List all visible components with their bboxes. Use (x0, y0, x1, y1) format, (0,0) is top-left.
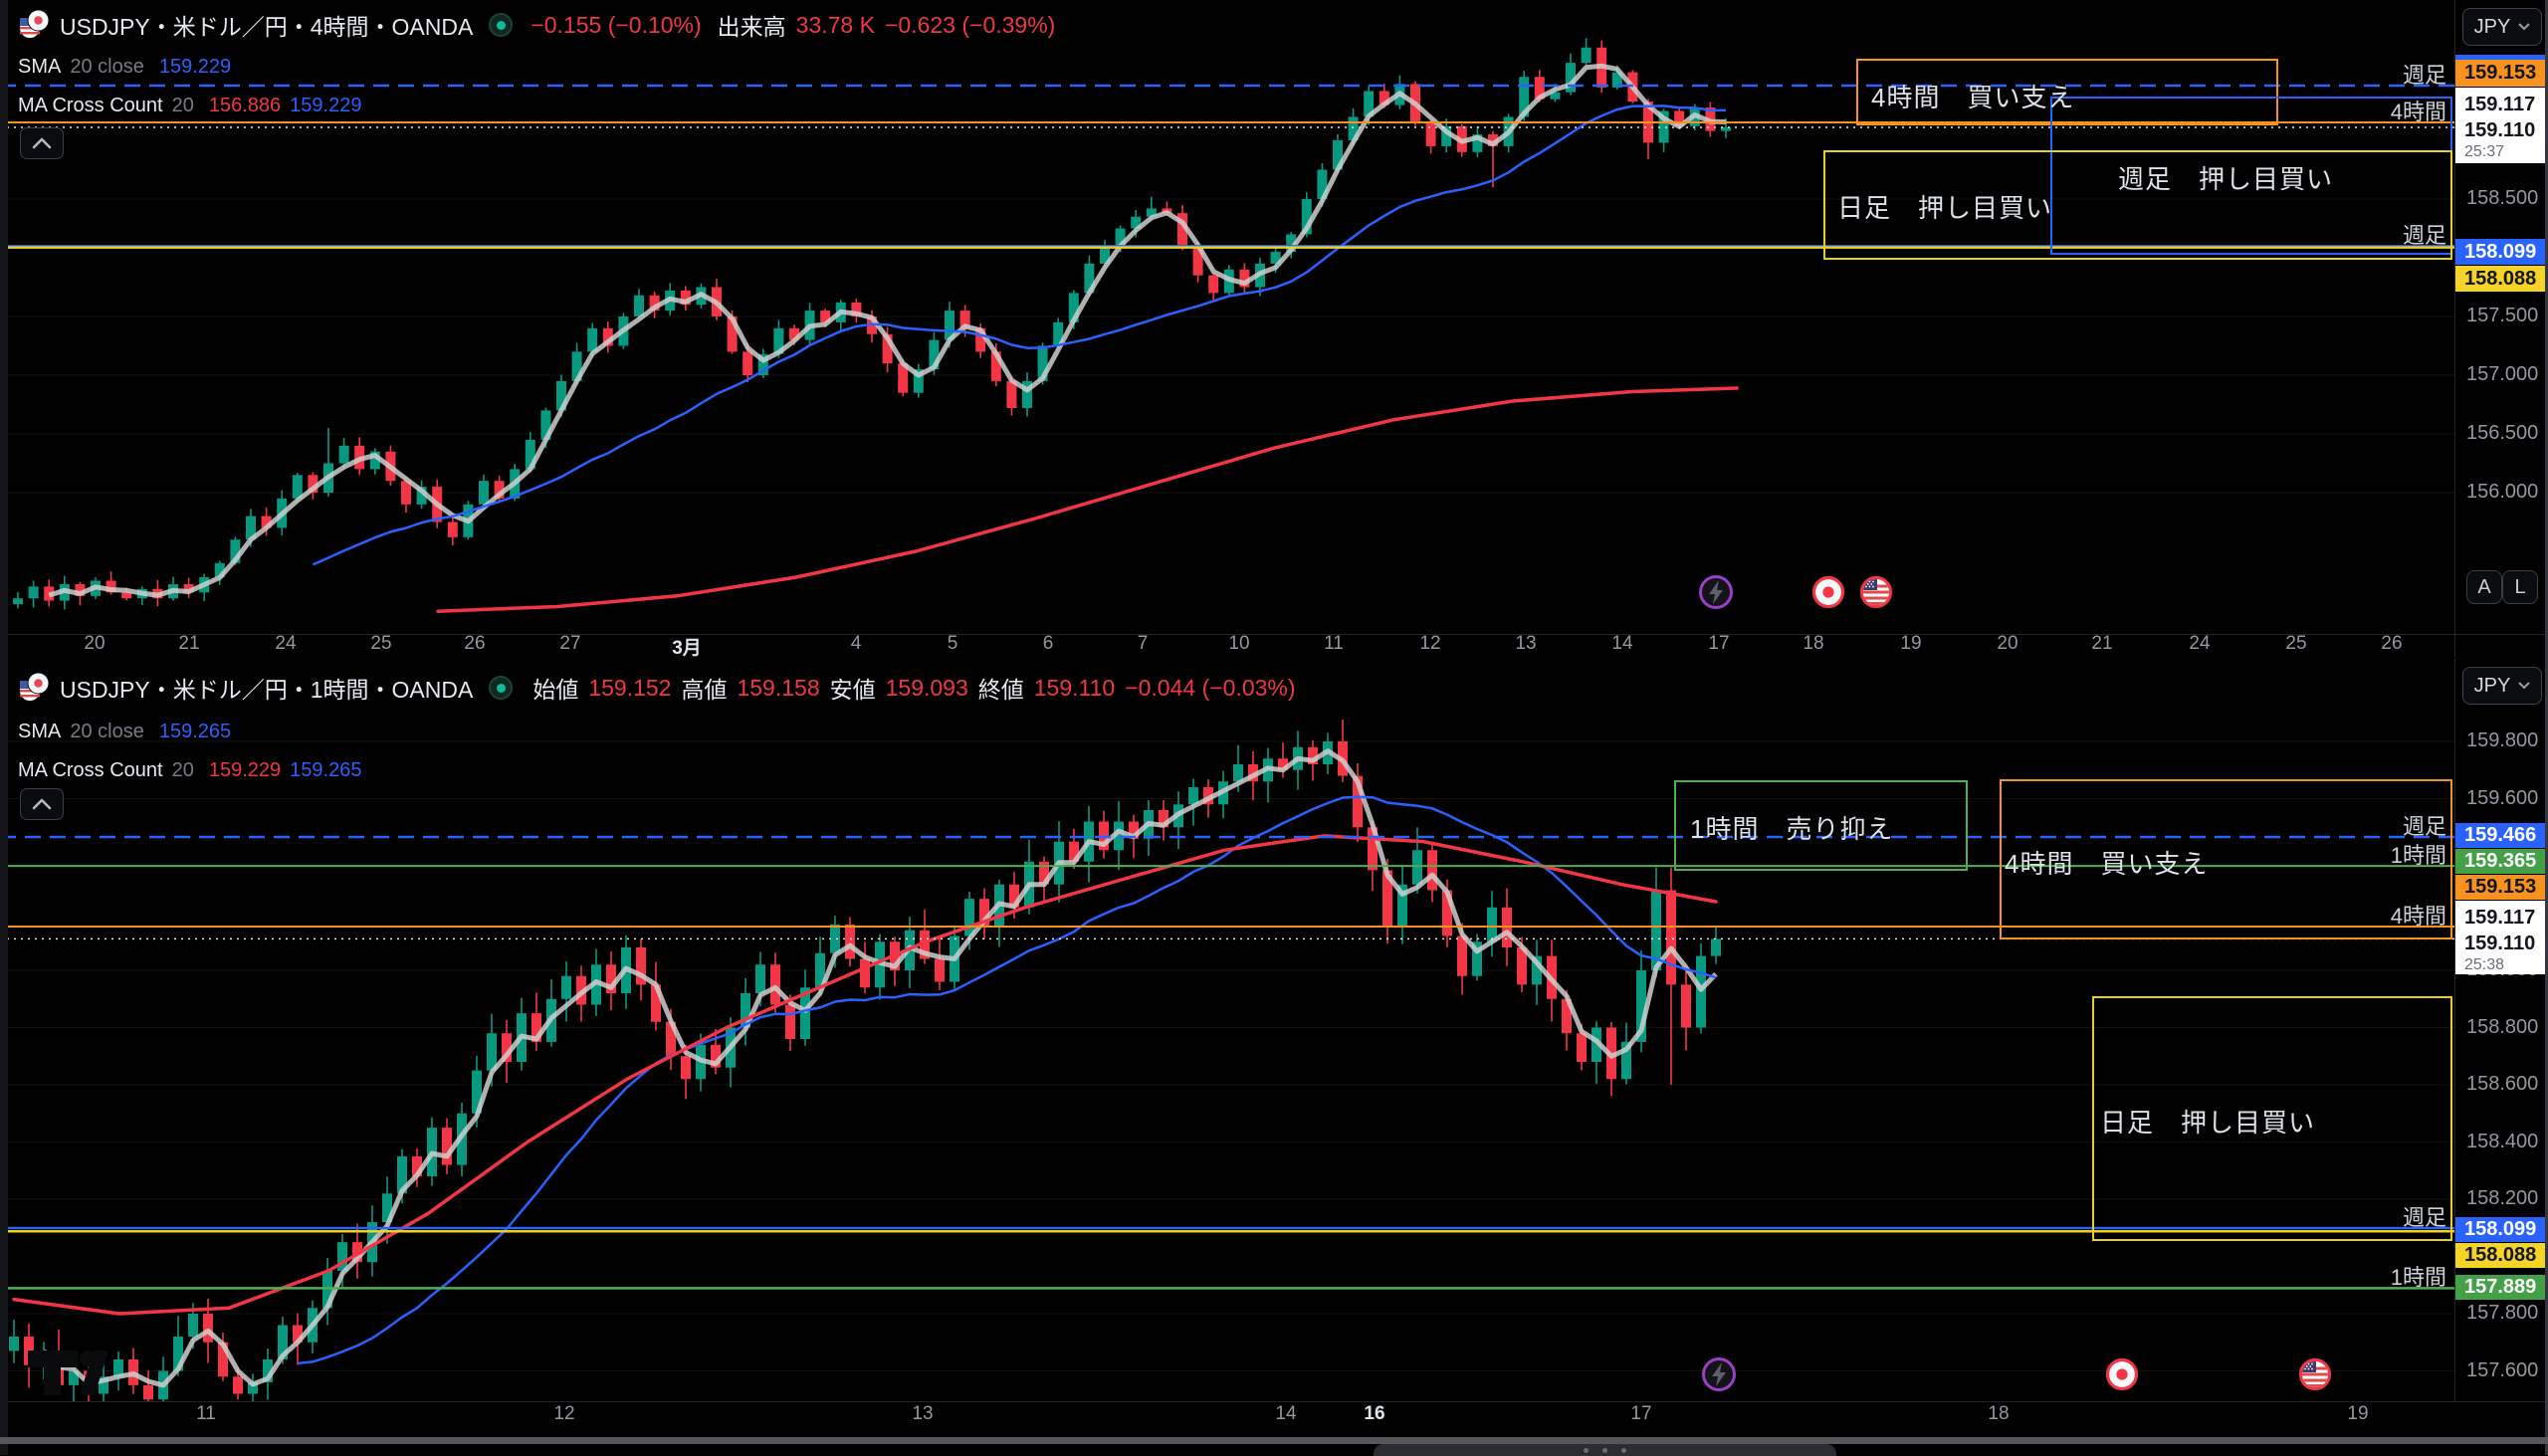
low-label: 安値 (829, 677, 876, 703)
slow-ma-red-line (12, 834, 1718, 1316)
currency-selector-button[interactable]: JPY (2462, 8, 2542, 46)
currency-label: JPY (2473, 15, 2511, 38)
symbol-title: USDJPY・米ドル／円・1時間・OANDA (60, 677, 474, 703)
slow-ma-red-line (436, 386, 1739, 613)
market-status-icon[interactable] (489, 676, 514, 700)
chevron-down-icon (2518, 682, 2531, 690)
low-value: 159.093 (885, 674, 968, 701)
sma-value: 159.265 (158, 721, 232, 742)
legend-macross-row[interactable]: MA Cross Count 20 156.886 159.229 (18, 95, 1055, 117)
open-label: 始値 (532, 677, 579, 703)
sma-value: 159.229 (158, 56, 232, 78)
symbol-title-row-4h[interactable]: USDJPY・米ドル／円・4時間・OANDA −0.155 (−0.10%) 出… (18, 8, 1055, 42)
macross-value-red: 159.229 (208, 759, 282, 781)
price-chart-4時間[interactable] (0, 0, 2454, 634)
volume-value: 33.78 K (795, 11, 875, 38)
collapse-indicators-button[interactable] (20, 788, 64, 820)
ma-cross-white-line (48, 63, 1727, 598)
price-change: −0.044 (−0.03%) (1125, 674, 1296, 701)
price-change: −0.155 (−0.10%) (531, 11, 702, 38)
macross-params: 20 (171, 95, 194, 116)
usdjpy-pair-logo-icon (18, 9, 50, 41)
volume-change: −0.623 (−0.39%) (884, 11, 1056, 38)
volume-label: 出来高 (717, 14, 786, 40)
macross-params: 20 (171, 759, 194, 781)
high-label: 高値 (681, 677, 728, 703)
high-value: 159.158 (737, 674, 820, 701)
left-edge-strip (0, 0, 8, 1455)
usdjpy-pair-logo-icon (18, 672, 50, 704)
currency-selector-button[interactable]: JPY (2462, 667, 2542, 705)
usdjpy-pair-logo-icon (19, 9, 50, 39)
close-value: 159.110 (1033, 674, 1116, 701)
macross-value-blue: 159.265 (290, 759, 362, 781)
sma20-line (297, 795, 1717, 1365)
sma-params: 20 close (70, 56, 144, 78)
legend-sma-row[interactable]: SMA 20 close 159.229 (18, 56, 1055, 79)
macross-name: MA Cross Count (18, 95, 163, 116)
window-resize-divider[interactable] (0, 1437, 2548, 1444)
pane-4h: USDJPY・米ドル／円・4時間・OANDA −0.155 (−0.10%) 出… (0, 0, 2548, 657)
chevron-down-icon (2518, 23, 2531, 31)
currency-label: JPY (2473, 674, 2511, 697)
candles (13, 38, 1731, 610)
pane-1h: USDJPY・米ドル／円・1時間・OANDA 始値 159.152 高値 159.1… (0, 659, 2548, 1455)
macross-value-blue: 159.229 (290, 95, 362, 116)
ma-cross-white-line (42, 748, 1718, 1388)
legend-sma-row[interactable]: SMA 20 close 159.265 (18, 721, 1296, 743)
macross-name: MA Cross Count (18, 759, 163, 781)
symbol-title: USDJPY・米ドル／円・4時間・OANDA (60, 14, 474, 40)
price-chart-1時間[interactable] (0, 659, 2454, 1401)
sma-params: 20 close (70, 721, 144, 742)
market-status-icon[interactable] (489, 13, 514, 37)
usdjpy-pair-logo-icon (19, 672, 50, 702)
close-label: 終値 (977, 677, 1024, 703)
legend-macross-row[interactable]: MA Cross Count 20 159.229 159.265 (18, 759, 1296, 782)
sma-name: SMA (18, 56, 62, 78)
open-value: 159.152 (588, 674, 672, 701)
tradingview-watermark-logo (28, 1351, 108, 1395)
macross-value-red: 156.886 (208, 95, 282, 116)
gridlines (0, 198, 2454, 494)
sma20-line (312, 104, 1727, 566)
symbol-title-row-1h[interactable]: USDJPY・米ドル／円・1時間・OANDA 始値 159.152 高値 159.1… (18, 671, 1296, 705)
sma-name: SMA (18, 721, 62, 742)
floating-toolbar-stub[interactable] (1374, 1444, 1836, 1456)
collapse-indicators-button[interactable] (20, 127, 64, 159)
